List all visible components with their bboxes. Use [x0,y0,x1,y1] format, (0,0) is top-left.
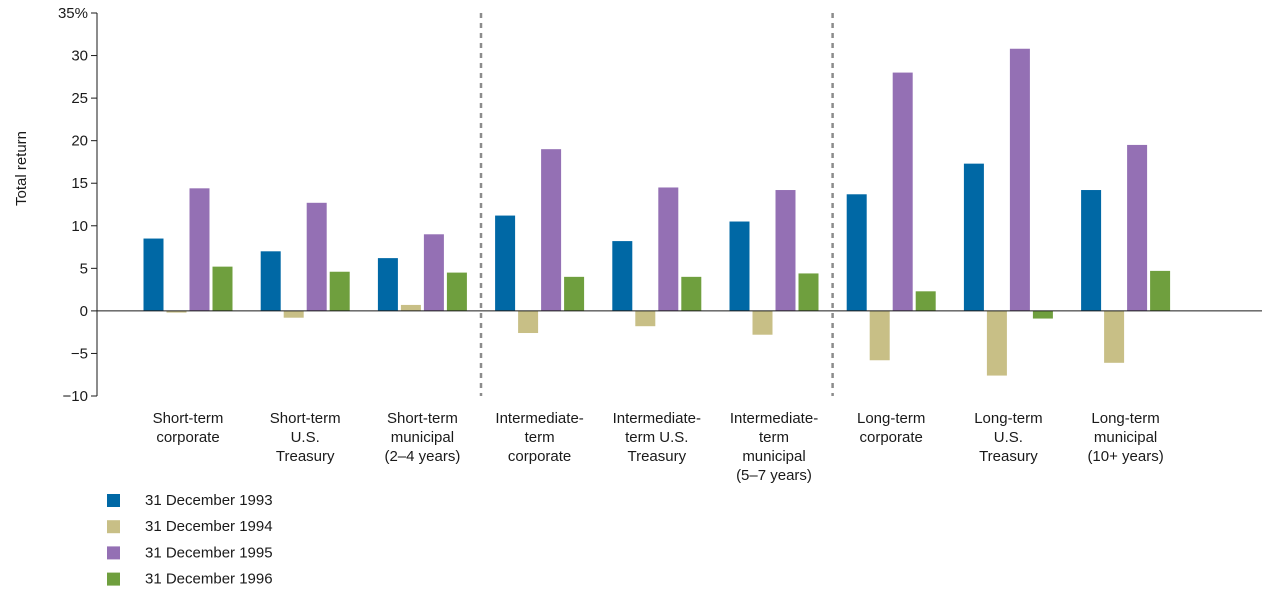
legend-swatch [107,520,120,534]
category-labels: Short-term corporate Short-term U.S. Treasur… [153,410,1164,484]
category-label-line: Treasury [276,448,335,465]
category-label-line: term [525,429,555,446]
category-label: Long-term corporate [857,410,925,446]
category-label: Short-term corporate [153,410,224,446]
bar [260,251,281,311]
category-label-line: corporate [860,429,923,446]
y-axis-label: Total return [13,131,30,206]
category-label-line: Intermediate- [495,410,583,427]
category-label-line: Treasury [979,448,1038,465]
y-tick-label: −10 [63,388,88,405]
bar [752,310,773,335]
category-label-line: municipal [742,448,805,465]
bar [986,310,1007,376]
bar [541,149,562,311]
bar [1150,270,1171,311]
legend-label: 31 December 1995 [145,544,273,561]
bar [518,310,539,334]
bar [189,188,210,311]
y-axis: 35% 30 25 20 15 10 5 0 −5 −10 [58,5,98,405]
category-label-line: U.S. [291,429,320,446]
bar [1032,310,1053,319]
legend: 31 December 1993 31 December 1994 31 Decem… [107,492,273,588]
y-tick-label: 20 [71,133,88,150]
bar [306,202,327,311]
bar [1009,48,1030,311]
category-label-line: (2–4 years) [384,448,460,465]
category-label: Intermediate-term corporate [495,410,583,465]
bar [1081,190,1102,311]
bar [564,276,585,311]
category-label-line: corporate [508,448,571,465]
bar [143,238,164,311]
bar [423,234,444,311]
bar [915,291,936,311]
category-label-line: (10+ years) [1087,448,1163,465]
legend-swatch [107,546,120,560]
bar [798,273,819,311]
category-label-line: municipal [391,429,454,446]
bar [775,190,796,311]
bar [681,276,702,311]
y-tick-label: 0 [80,303,88,320]
category-label-line: Short-term [153,410,224,427]
legend-label: 31 December 1994 [145,518,273,535]
bar [1127,144,1148,311]
bar [729,221,750,311]
category-label-line: corporate [156,429,219,446]
bar [1104,310,1125,363]
y-tick-label: 35% [58,5,88,22]
bar [400,304,421,311]
bar [963,163,984,311]
category-label-line: term U.S. [625,429,688,446]
bar [283,310,304,318]
y-tick-label: 30 [71,48,88,65]
legend-label: 31 December 1996 [145,571,273,588]
category-label: Intermediate-term municipal (5–7 years) [730,410,818,484]
category-label-line: Treasury [627,448,686,465]
bars [143,48,1171,376]
bar [869,310,890,361]
category-label: Intermediate-term U.S. Treasury [613,410,701,465]
category-label: Short-term U.S. Treasury [270,410,341,465]
y-tick-label: 15 [71,175,88,192]
category-label: Long-term U.S. Treasury [974,410,1042,465]
category-label-line: Long-term [1091,410,1159,427]
category-label-line: Intermediate- [730,410,818,427]
legend-label: 31 December 1993 [145,492,273,509]
bar [892,72,913,311]
y-tick-label: −5 [71,345,88,362]
category-label-line: U.S. [994,429,1023,446]
category-label-line: term [759,429,789,446]
y-tick-label: 10 [71,218,88,235]
category-label-line: Long-term [857,410,925,427]
category-label-line: Long-term [974,410,1042,427]
bar [329,271,350,311]
category-label: Long-term municipal (10+ years) [1087,410,1163,465]
bar [635,310,656,327]
bar [846,194,867,311]
bar [446,272,467,311]
category-label-line: (5–7 years) [736,467,812,484]
bar [495,215,516,311]
category-label-line: Short-term [387,410,458,427]
group-dividers [479,13,834,396]
category-label-line: Short-term [270,410,341,427]
bar [212,266,233,311]
y-tick-label: 5 [80,260,88,277]
legend-swatch [107,494,120,507]
legend-swatch [107,572,120,586]
category-label-line: municipal [1094,429,1157,446]
bar [612,241,633,311]
bar [377,258,398,311]
bar [658,187,679,311]
bar [166,310,187,313]
category-label: Short-term municipal (2–4 years) [384,410,460,465]
y-tick-label: 25 [71,90,88,107]
category-label-line: Intermediate- [613,410,701,427]
